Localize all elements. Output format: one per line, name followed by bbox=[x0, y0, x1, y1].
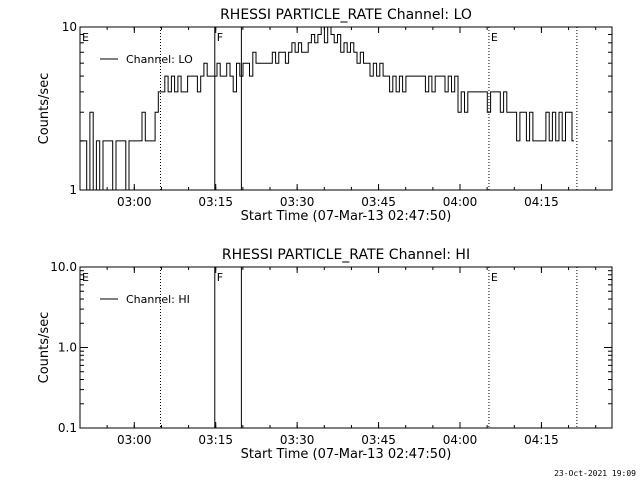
y-tick-label: 10 bbox=[62, 20, 77, 34]
x-tick-label: 03:00 bbox=[117, 195, 152, 209]
y-tick-label: 1 bbox=[69, 183, 77, 197]
x-tick-label: 03:15 bbox=[198, 433, 233, 447]
x-tick-label: 03:00 bbox=[117, 433, 152, 447]
flag-label: E bbox=[82, 271, 89, 284]
legend-label: Channel: HI bbox=[126, 293, 190, 306]
plot-timestamp: 23-Oct-2021 19:09 bbox=[554, 469, 636, 478]
flag-label: E bbox=[491, 271, 498, 284]
chart-title: RHESSI PARTICLE_RATE Channel: LO bbox=[220, 7, 472, 23]
chart-title: RHESSI PARTICLE_RATE Channel: HI bbox=[222, 247, 470, 263]
plot-frame bbox=[79, 266, 613, 429]
x-tick-label: 03:45 bbox=[361, 195, 396, 209]
x-tick-label: 04:15 bbox=[524, 433, 559, 447]
flag-label: E bbox=[82, 31, 89, 44]
flag-label: F bbox=[217, 31, 223, 44]
y-tick-label: 10.0 bbox=[50, 260, 77, 274]
flag-label: F bbox=[217, 271, 223, 284]
y-tick-label: 0.1 bbox=[58, 421, 77, 435]
x-axis-label: Start Time (07-Mar-13 02:47:50) bbox=[241, 447, 452, 462]
flag-label: E bbox=[491, 31, 498, 44]
y-tick-label: 1.0 bbox=[58, 341, 77, 355]
chart-panel-1: RHESSI PARTICLE_RATE Channel: LO 03:00 03:… bbox=[37, 7, 613, 224]
x-axis-label: Start Time (07-Mar-13 02:47:50) bbox=[241, 209, 452, 224]
legend-label: Channel: LO bbox=[126, 53, 193, 66]
series-line bbox=[80, 26, 574, 191]
y-axis-label: Counts/sec bbox=[37, 73, 52, 145]
y-axis-label: Counts/sec bbox=[37, 312, 52, 384]
x-tick-label: 03:15 bbox=[198, 195, 233, 209]
plot-frame bbox=[79, 26, 613, 191]
x-tick-label: 04:00 bbox=[443, 433, 478, 447]
chart-panel-2: RHESSI PARTICLE_RATE Channel: HI 03:00 03:… bbox=[37, 247, 613, 462]
x-tick-label: 04:00 bbox=[443, 195, 478, 209]
x-tick-label: 03:30 bbox=[280, 195, 315, 209]
x-tick-label: 04:15 bbox=[524, 195, 559, 209]
x-tick-label: 03:45 bbox=[361, 433, 396, 447]
x-tick-label: 03:30 bbox=[280, 433, 315, 447]
